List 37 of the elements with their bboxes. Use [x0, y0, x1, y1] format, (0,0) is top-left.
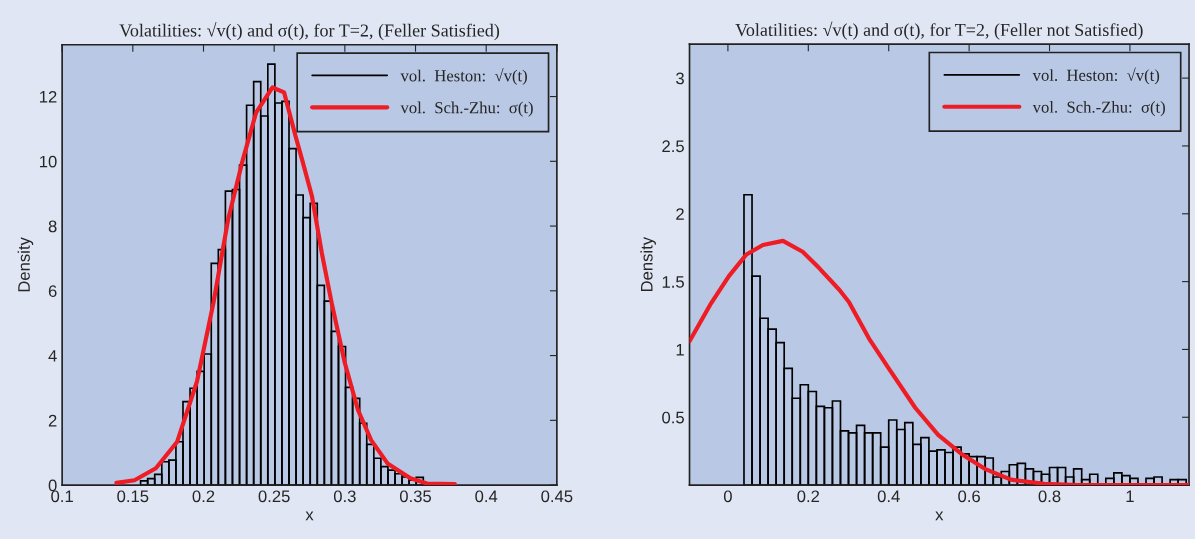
x-tick-label: 0.4: [475, 490, 498, 503]
legend-label: vol. Heston: √v(t): [1032, 67, 1160, 85]
legend-label: vol. Sch.-Zhu: σ(t): [1032, 101, 1165, 117]
x-tick-label: 0.25: [258, 490, 290, 503]
y-tick-label: 4: [48, 350, 57, 362]
x-tick-label: 0.8: [1038, 490, 1061, 503]
x-tick-label: 0.2: [797, 490, 820, 503]
x-tick-label: 0.1: [51, 490, 73, 503]
x-tick-label: 0: [723, 490, 732, 503]
legend-label: vol. Heston: √v(t): [400, 68, 527, 85]
y-tick-label: 2: [48, 414, 57, 427]
x-tick-label: 0.15: [117, 490, 149, 503]
y-tick-label: 12: [40, 90, 57, 103]
y-tick-label: 10: [40, 155, 57, 168]
x-axis-title: x: [305, 511, 314, 521]
y-tick-label: 1: [676, 344, 684, 356]
x-tick-label: 0.35: [399, 490, 432, 503]
x-tick-label: 1: [1126, 490, 1134, 503]
x-tick-label: 0.2: [192, 490, 215, 503]
x-axis-title: x: [935, 511, 944, 521]
y-tick-label: 0: [48, 479, 57, 492]
chart-title: Volatilities: √v(t) and σ(t), for T=2, (Feller not Satisfied): [735, 21, 1143, 40]
y-tick-label: 2.5: [662, 140, 684, 153]
y-tick-label: 2: [676, 208, 684, 220]
y-tick-label: 0.5: [662, 411, 684, 424]
x-tick-label: 0.6: [958, 490, 980, 503]
x-tick-label: 0.4: [877, 490, 900, 503]
legend-label: vol. Sch.-Zhu: σ(t): [400, 101, 533, 117]
y-tick-label: 3: [676, 72, 684, 85]
x-tick-label: 0.3: [333, 490, 356, 503]
y-tick-label: 6: [48, 285, 57, 298]
y-axis-title: Density: [640, 236, 656, 292]
chart-title: Volatilities: √v(t) and σ(t), for T=2, (Feller Satisfied): [119, 22, 500, 41]
x-tick-label: 0.45: [541, 490, 573, 503]
y-tick-label: 1.5: [662, 276, 684, 288]
y-axis-title: Density: [17, 237, 34, 292]
y-tick-label: 8: [48, 220, 57, 233]
